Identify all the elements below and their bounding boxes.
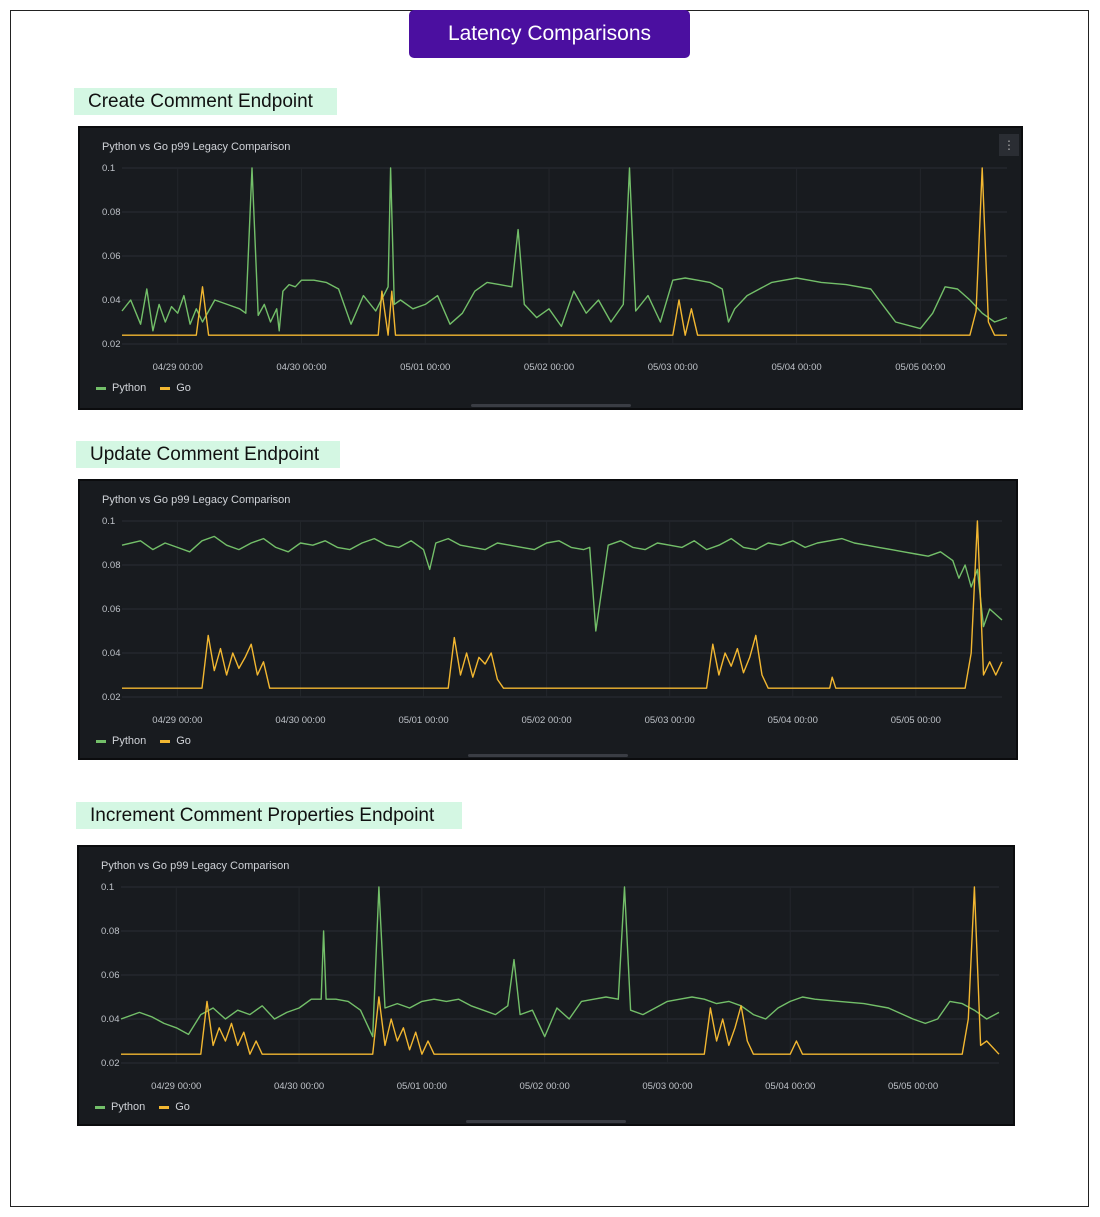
x-tick-label: 05/05 00:00 [888, 1081, 938, 1092]
y-tick-label: 0.02 [102, 692, 121, 703]
x-tick-label: 05/01 00:00 [398, 715, 448, 726]
x-tick-label: 05/01 00:00 [397, 1081, 447, 1092]
legend-label: Python [112, 735, 147, 747]
legend-item-go[interactable]: Go [159, 1101, 190, 1113]
y-tick-label: 0.06 [101, 970, 120, 981]
chart-svg: 0.1 0.08 0.06 0.04 0.02 04/29 00:00 04/30 00:0… [102, 163, 1008, 373]
chart-panel-update: Python vs Go p99 Legacy Comparison 0.1 0.0… [78, 479, 1018, 760]
y-tick-label: 0.08 [101, 926, 120, 937]
legend-swatch [159, 1105, 170, 1109]
x-tick-label: 05/04 00:00 [765, 1081, 815, 1092]
chart-panel-increment: Python vs Go p99 Legacy Comparison 0.1 0.0… [77, 845, 1015, 1126]
y-tick-label: 0.08 [102, 560, 121, 571]
chart-title: Python vs Go p99 Legacy Comparison [101, 860, 290, 872]
x-tick-label: 04/30 00:00 [274, 1081, 324, 1092]
section-label-update: Update Comment Endpoint [76, 441, 340, 468]
legend-item-python[interactable]: Python [96, 382, 146, 394]
legend-label: Go [176, 735, 191, 747]
y-tick-label: 0.04 [102, 648, 121, 659]
legend-label: Go [176, 382, 191, 394]
y-tick-label: 0.1 [101, 882, 114, 893]
x-tick-label: 05/03 00:00 [648, 362, 698, 373]
chart-svg: 0.1 0.08 0.06 0.04 0.02 04/29 00:00 04/30 00:0… [102, 516, 1003, 726]
x-tick-label: 04/29 00:00 [152, 715, 202, 726]
x-tick-label: 04/29 00:00 [151, 1081, 201, 1092]
series-line-python [121, 535, 1003, 632]
x-tick-label: 05/03 00:00 [645, 715, 695, 726]
x-tick-label: 05/05 00:00 [891, 715, 941, 726]
chart-title: Python vs Go p99 Legacy Comparison [102, 141, 291, 153]
legend-label: Python [111, 1101, 146, 1113]
y-tick-label: 0.02 [101, 1058, 120, 1069]
y-tick-label: 0.06 [102, 604, 121, 615]
chart-title: Python vs Go p99 Legacy Comparison [102, 494, 291, 506]
x-tick-label: 04/29 00:00 [153, 362, 203, 373]
series-line-go [122, 167, 1007, 336]
section-label-increment: Increment Comment Properties Endpoint [76, 802, 462, 829]
chart-legend: Python Go [96, 382, 191, 394]
x-tick-label: 05/02 00:00 [524, 362, 574, 373]
x-tick-label: 05/04 00:00 [771, 362, 821, 373]
chart-svg: 0.1 0.08 0.06 0.04 0.02 04/29 00:00 04/30 00:0… [101, 882, 1000, 1092]
series-line-go [122, 520, 1003, 689]
legend-item-python[interactable]: Python [95, 1101, 145, 1113]
legend-label: Python [112, 382, 147, 394]
series-line-python [120, 886, 1000, 1038]
legend-swatch [96, 386, 106, 390]
legend-swatch [96, 739, 106, 743]
x-tick-label: 05/04 00:00 [768, 715, 818, 726]
y-tick-label: 0.08 [102, 207, 121, 218]
legend-item-python[interactable]: Python [96, 735, 146, 747]
page-title: Latency Comparisons [409, 10, 690, 58]
y-tick-label: 0.1 [102, 516, 115, 527]
x-tick-label: 04/30 00:00 [276, 362, 326, 373]
series-line-go [121, 886, 1000, 1055]
legend-swatch [160, 739, 171, 743]
chart-legend: Python Go [96, 735, 191, 747]
panel-scrollbar[interactable] [468, 754, 628, 757]
y-tick-label: 0.02 [102, 339, 121, 350]
y-tick-label: 0.1 [102, 163, 115, 174]
x-tick-label: 04/30 00:00 [275, 715, 325, 726]
chart-legend: Python Go [95, 1101, 190, 1113]
panel-menu-icon[interactable]: ⋮ [999, 134, 1019, 156]
legend-swatch [160, 386, 171, 390]
y-tick-label: 0.06 [102, 251, 121, 262]
legend-item-go[interactable]: Go [160, 382, 191, 394]
x-tick-label: 05/02 00:00 [522, 715, 572, 726]
chart-panel-create: ⋮ Python vs Go p99 Legacy Comparison 0.1 0… [78, 126, 1023, 410]
y-tick-label: 0.04 [102, 295, 121, 306]
panel-scrollbar[interactable] [470, 404, 631, 407]
series-line-python [121, 167, 1008, 332]
x-tick-label: 05/03 00:00 [642, 1081, 692, 1092]
legend-item-go[interactable]: Go [160, 735, 191, 747]
y-tick-label: 0.04 [101, 1014, 120, 1025]
section-label-create: Create Comment Endpoint [74, 88, 337, 115]
panel-scrollbar[interactable] [466, 1120, 626, 1123]
x-tick-label: 05/05 00:00 [895, 362, 945, 373]
legend-label: Go [175, 1101, 190, 1113]
x-tick-label: 05/01 00:00 [400, 362, 450, 373]
legend-swatch [95, 1105, 105, 1109]
x-tick-label: 05/02 00:00 [520, 1081, 570, 1092]
